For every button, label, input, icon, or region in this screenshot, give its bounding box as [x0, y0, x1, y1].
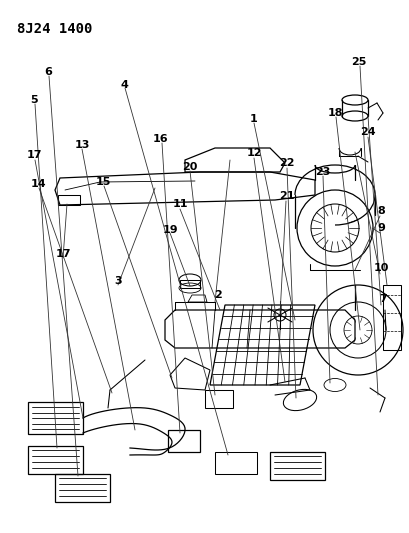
Text: 18: 18: [327, 108, 343, 118]
Text: 17: 17: [26, 150, 42, 160]
Text: 22: 22: [279, 158, 295, 168]
Text: 19: 19: [162, 225, 178, 235]
Text: 25: 25: [351, 57, 367, 67]
Text: 17: 17: [55, 249, 71, 259]
Text: 21: 21: [279, 191, 295, 201]
Text: 7: 7: [379, 294, 387, 304]
Text: 14: 14: [30, 179, 46, 189]
Bar: [168, 430, 200, 452]
Text: 20: 20: [182, 162, 198, 172]
Text: 15: 15: [95, 177, 111, 187]
Bar: [58, 195, 80, 205]
Bar: [180, 280, 200, 288]
Text: 10: 10: [373, 263, 389, 273]
Text: 8: 8: [377, 206, 385, 216]
Text: 5: 5: [30, 95, 38, 105]
Bar: [28, 402, 83, 434]
Text: 11: 11: [172, 199, 188, 209]
Text: 9: 9: [377, 223, 385, 233]
Bar: [215, 452, 257, 474]
Bar: [270, 452, 325, 480]
Bar: [28, 446, 83, 474]
Text: 24: 24: [360, 127, 376, 137]
Text: 1: 1: [250, 114, 258, 124]
Text: 23: 23: [315, 167, 331, 177]
Text: 13: 13: [74, 140, 90, 150]
Bar: [205, 390, 233, 408]
Text: 12: 12: [246, 148, 262, 158]
Text: 3: 3: [114, 276, 122, 286]
Text: 16: 16: [153, 134, 169, 144]
Text: 2: 2: [214, 290, 222, 300]
Text: 4: 4: [120, 80, 128, 90]
Text: 8J24 1400: 8J24 1400: [17, 22, 92, 36]
Bar: [383, 285, 401, 350]
Text: 6: 6: [44, 67, 52, 77]
Bar: [55, 474, 110, 502]
